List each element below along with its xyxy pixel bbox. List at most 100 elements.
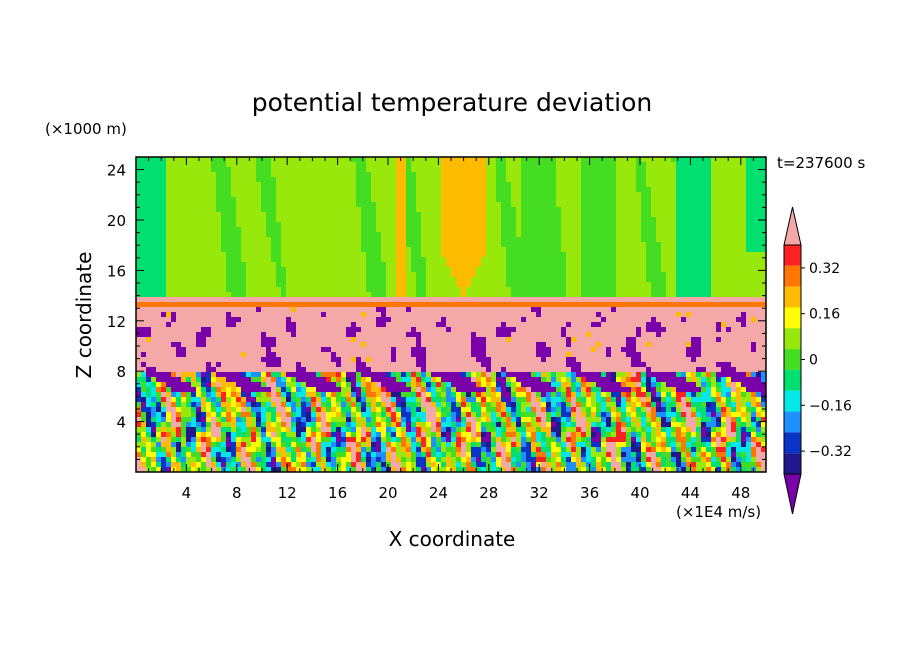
field-cell — [346, 442, 357, 448]
field-cell — [276, 417, 282, 423]
field-cell — [221, 422, 232, 428]
field-cell — [361, 397, 367, 403]
field-cell — [276, 337, 352, 343]
field-cell — [386, 467, 392, 472]
field-cell — [701, 372, 707, 378]
field-cell — [141, 362, 147, 368]
field-cell — [376, 422, 382, 428]
field-cell — [151, 407, 157, 413]
field-cell — [276, 207, 362, 213]
field-cell — [136, 202, 167, 208]
field-cell — [686, 317, 737, 323]
field-cell — [396, 442, 402, 448]
field-cell — [166, 232, 222, 238]
field-cell — [276, 352, 332, 358]
field-cell — [191, 397, 202, 403]
field-cell — [461, 427, 467, 433]
field-cell — [371, 172, 397, 178]
field-cell — [356, 362, 367, 368]
field-cell — [541, 422, 547, 428]
field-cell — [246, 282, 277, 288]
field-cell — [146, 397, 152, 403]
field-cell — [326, 462, 332, 468]
field-cell — [486, 212, 502, 218]
field-cell — [396, 377, 402, 383]
field-cell — [241, 232, 267, 238]
field-cell — [241, 402, 247, 408]
field-cell — [286, 422, 292, 428]
field-cell — [641, 207, 652, 213]
field-cell — [636, 432, 642, 438]
field-cell — [581, 437, 587, 443]
field-cell — [501, 367, 507, 373]
field-cell — [676, 272, 712, 278]
field-cell — [506, 407, 512, 413]
field-cell — [696, 467, 707, 472]
field-cell — [201, 387, 207, 393]
field-cell — [651, 287, 667, 293]
field-cell — [431, 462, 437, 468]
field-cell — [246, 467, 257, 472]
field-cell — [636, 177, 647, 183]
field-cell — [271, 412, 277, 418]
field-cell — [356, 417, 362, 423]
field-cell — [336, 377, 342, 383]
field-cell — [501, 222, 517, 228]
field-cell — [691, 447, 697, 453]
field-cell — [176, 347, 187, 353]
field-cell — [651, 457, 657, 463]
field-cell — [541, 307, 612, 313]
field-cell — [571, 397, 577, 403]
field-cell — [311, 467, 322, 472]
field-cell — [396, 272, 407, 278]
field-cell — [376, 437, 382, 443]
field-cell — [421, 227, 442, 233]
field-cell — [651, 462, 657, 468]
field-cell — [136, 307, 257, 313]
field-cell — [601, 402, 607, 408]
field-cell — [486, 182, 497, 188]
field-cell — [511, 292, 567, 298]
field-cell — [261, 342, 277, 348]
field-cell — [186, 462, 192, 468]
field-cell — [701, 377, 707, 383]
field-cell — [211, 432, 222, 438]
field-cell — [676, 412, 682, 418]
field-cell — [426, 442, 432, 448]
field-cell — [426, 282, 457, 288]
field-cell — [576, 372, 602, 378]
field-cell — [381, 392, 387, 398]
field-cell — [406, 157, 412, 163]
field-cell — [346, 417, 352, 423]
field-cell — [286, 327, 297, 333]
field-cell — [441, 232, 487, 238]
field-cell — [511, 202, 522, 208]
field-cell — [206, 342, 262, 348]
field-cell — [741, 402, 747, 408]
field-cell — [296, 362, 302, 368]
field-cell — [586, 447, 592, 453]
field-cell — [416, 362, 427, 368]
field-cell — [711, 282, 766, 288]
field-cell — [271, 417, 277, 423]
field-cell — [506, 267, 567, 273]
field-cell — [416, 192, 442, 198]
field-cell — [556, 407, 562, 413]
field-cell — [391, 352, 397, 358]
field-cell — [571, 382, 577, 388]
field-cell — [366, 437, 372, 443]
field-cell — [316, 437, 322, 443]
field-cell — [501, 442, 507, 448]
field-cell — [171, 387, 197, 393]
field-cell — [356, 467, 367, 472]
field-cell — [491, 397, 502, 403]
field-cell — [401, 412, 412, 418]
field-cell — [696, 427, 702, 433]
field-cell — [501, 237, 562, 243]
field-cell — [516, 382, 522, 388]
field-cell — [581, 407, 587, 413]
field-cell — [166, 287, 227, 293]
field-cell — [616, 442, 627, 448]
field-cell — [166, 437, 172, 443]
field-cell — [341, 382, 347, 388]
